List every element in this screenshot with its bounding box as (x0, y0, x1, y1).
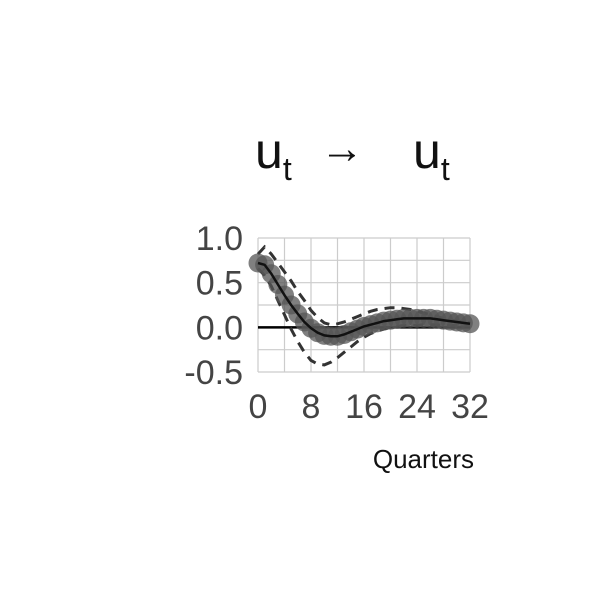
x-axis-label: Quarters (373, 444, 474, 474)
y-tick-label: 0.5 (196, 265, 243, 303)
response-line-layer (257, 261, 471, 338)
title-arrow: → (320, 124, 364, 173)
title-right-var: u (413, 123, 441, 179)
chart-title: ut (255, 123, 292, 187)
title-right-subscript: t (441, 151, 450, 187)
y-tick-label: 0.0 (196, 309, 243, 347)
x-tick-label: 24 (398, 388, 436, 426)
chart-title-right: ut (413, 123, 450, 187)
x-axis-ticks: 0 8 16 24 32 (249, 388, 489, 426)
x-tick-label: 0 (249, 388, 268, 426)
response-line (257, 261, 471, 338)
y-tick-label: 1.0 (196, 220, 243, 258)
title-left-var: u (255, 123, 283, 179)
y-tick-label: -0.5 (184, 354, 243, 392)
x-tick-label: 8 (302, 388, 321, 426)
title-left-subscript: t (283, 151, 292, 187)
x-tick-label: 16 (345, 388, 383, 426)
y-axis-ticks: 1.0 0.5 0.0 -0.5 (184, 220, 243, 392)
x-tick-label: 32 (451, 388, 489, 426)
plot-area (248, 237, 480, 373)
